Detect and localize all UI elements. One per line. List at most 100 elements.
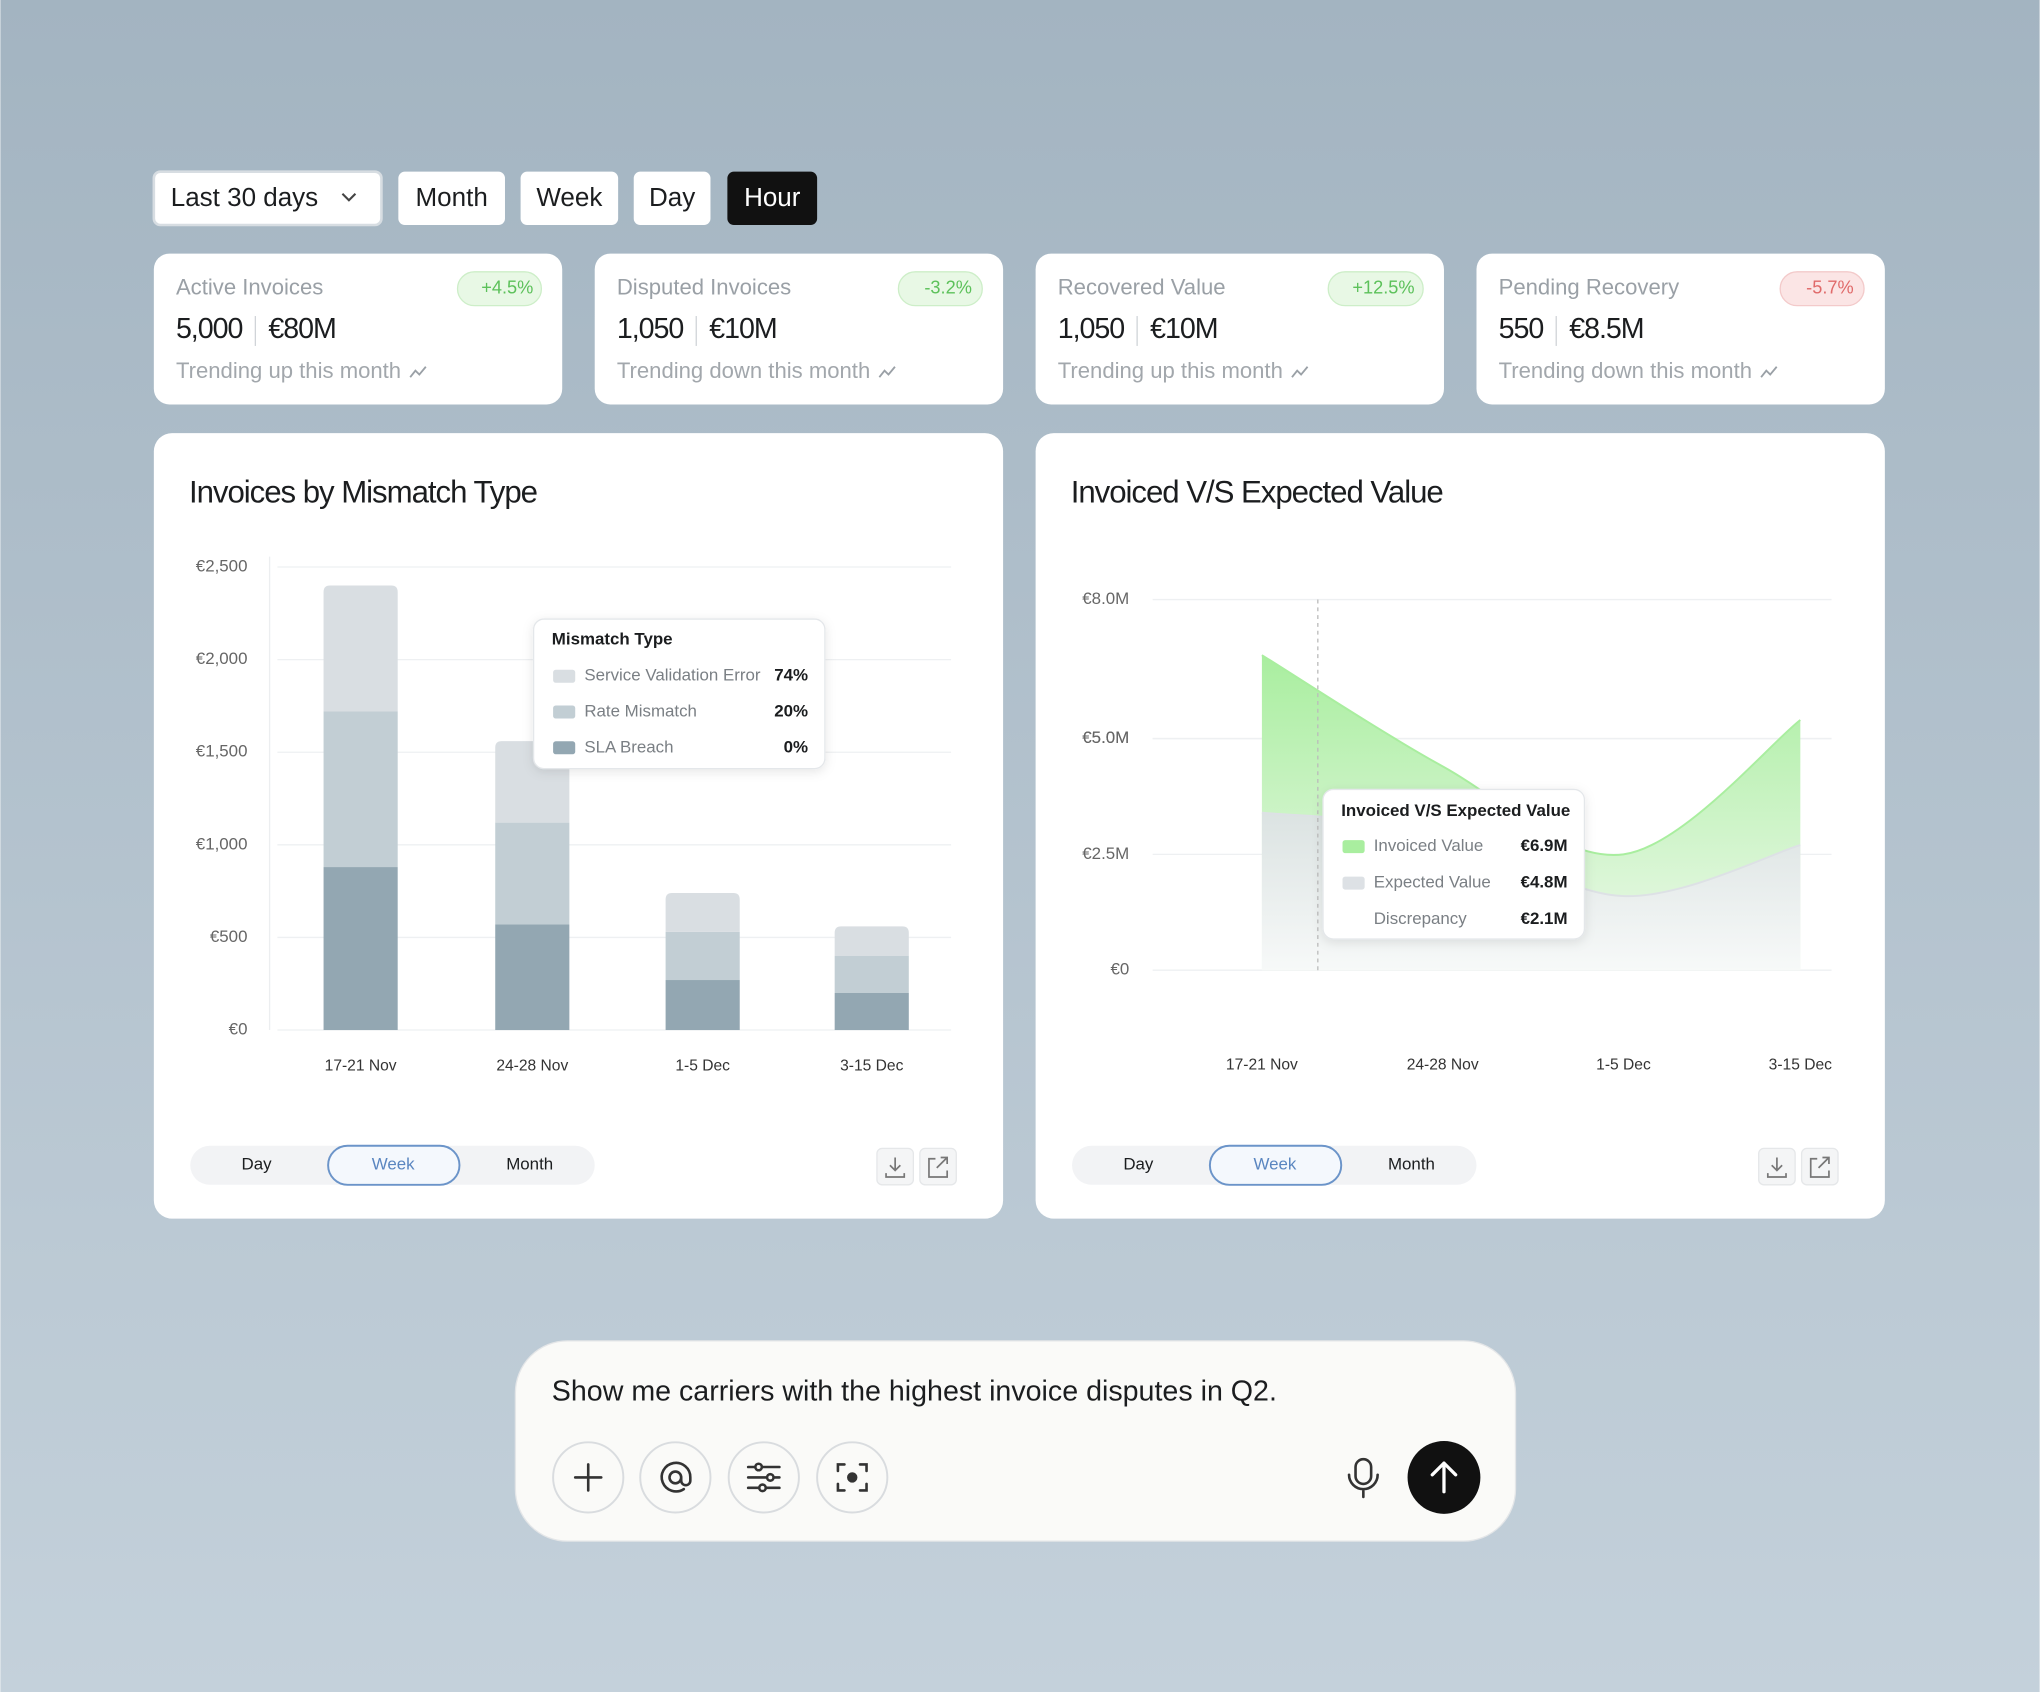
- granularity-button[interactable]: [633, 171, 711, 225]
- mention-button[interactable]: [639, 1441, 712, 1514]
- y-tick-label: €1,000: [196, 834, 248, 853]
- settings-button[interactable]: [727, 1441, 800, 1514]
- period-label[interactable]: Day: [1123, 1155, 1154, 1174]
- download-icon: [885, 1157, 906, 1178]
- tooltip: [1322, 788, 1586, 940]
- kpi-count: 1,050: [617, 313, 684, 345]
- x-tick-label: 24-28 Nov: [1407, 1056, 1479, 1073]
- granularity-button[interactable]: [520, 171, 619, 225]
- tooltip-value: 74%: [774, 666, 808, 685]
- download-icon: [1766, 1157, 1787, 1178]
- y-tick-label: €0: [229, 1019, 248, 1038]
- kpi-badge: [897, 271, 983, 307]
- period-label[interactable]: Week: [372, 1155, 415, 1174]
- bar-segment: [834, 992, 909, 1031]
- open-icon: [928, 1156, 949, 1178]
- legend-swatch: [553, 741, 576, 755]
- range-label: Last 30 days: [171, 182, 318, 212]
- legend-label: Expected Value: [1374, 873, 1491, 892]
- add-button[interactable]: [552, 1441, 625, 1514]
- y-tick-label: €5.0M: [1082, 728, 1129, 747]
- legend-swatch: [1342, 840, 1365, 854]
- y-tick-label: €1,500: [196, 742, 248, 761]
- kpi-change: +4.5%: [481, 278, 533, 298]
- capture-button[interactable]: [816, 1441, 889, 1514]
- x-tick-label: 24-28 Nov: [496, 1058, 568, 1075]
- tooltip-title: Mismatch Type: [552, 629, 673, 648]
- kpi-badge: [1779, 271, 1865, 307]
- kpi-change: -3.2%: [924, 278, 972, 298]
- kpi-title: Pending Recovery: [1499, 275, 1680, 300]
- trend-icon: [409, 366, 427, 378]
- bar-segment: [665, 931, 740, 981]
- bar-segment: [495, 822, 570, 925]
- y-tick-label: €5.0M: [1082, 728, 1129, 747]
- y-tick-label: €8.0M: [1082, 589, 1129, 608]
- y-tick-label: €2,500: [196, 557, 248, 576]
- legend-label: Rate Mismatch: [584, 702, 697, 721]
- legend-swatch: [553, 705, 576, 719]
- chart-title: Invoices by Mismatch Type: [189, 474, 537, 509]
- kpi-amount: €80M: [268, 313, 335, 345]
- period-button[interactable]: [1208, 1144, 1343, 1186]
- chart-title: Invoiced V/S Expected Value: [1071, 474, 1443, 509]
- kpi-title: Active Invoices: [176, 275, 323, 300]
- legend-swatch: [1342, 876, 1365, 890]
- granularity-button[interactable]: [727, 171, 818, 225]
- granularity-button[interactable]: [398, 171, 505, 225]
- period-label[interactable]: Week: [1253, 1155, 1296, 1174]
- kpi-title: Disputed Invoices: [617, 275, 791, 300]
- prompt-text[interactable]: Show me carriers with the highest invoic…: [552, 1375, 1277, 1407]
- tooltip-value: 20%: [774, 702, 808, 721]
- kpi-count: 550: [1499, 313, 1544, 345]
- tooltip-value: €2.1M: [1521, 909, 1568, 928]
- bar-segment: [834, 955, 909, 993]
- bar-segment: [323, 867, 398, 1031]
- open-icon: [1809, 1156, 1830, 1178]
- kpi-change: -5.7%: [1806, 278, 1854, 298]
- bar-segment: [665, 892, 740, 932]
- y-tick-label: €2.5M: [1082, 844, 1129, 863]
- tooltip-value: €4.8M: [1521, 873, 1568, 892]
- x-tick-label: 3-15 Dec: [840, 1058, 903, 1075]
- legend-label: SLA Breach: [584, 737, 673, 756]
- kpi-amount: €10M: [709, 313, 776, 345]
- tooltip-value: €6.9M: [1521, 836, 1568, 855]
- kpi-trend: Trending up this month: [1058, 358, 1283, 383]
- tooltip-title: Invoiced V/S Expected Value: [1341, 801, 1570, 820]
- trend-icon: [878, 366, 896, 378]
- granularity-label: Day: [649, 182, 695, 212]
- x-tick-label: 17-21 Nov: [1226, 1056, 1298, 1073]
- kpi-trend: Trending down this month: [617, 358, 870, 383]
- bar-segment: [665, 980, 740, 1031]
- kpi-count: 1,050: [1058, 313, 1125, 345]
- period-label[interactable]: Month: [1388, 1155, 1435, 1174]
- legend-label: Invoiced Value: [1374, 836, 1484, 855]
- y-tick-label: €0: [1110, 960, 1129, 979]
- prompt-icons: [573, 1457, 1379, 1499]
- y-tick-label: €2,000: [196, 649, 248, 668]
- granularity-label: Hour: [744, 182, 801, 212]
- x-tick-label: 1-5 Dec: [1596, 1056, 1651, 1073]
- kpi-amount: €8.5M: [1569, 313, 1643, 345]
- trend-icon: [1291, 366, 1309, 378]
- kpi-amount: €10M: [1150, 313, 1217, 345]
- period-button[interactable]: [327, 1144, 461, 1186]
- period-label[interactable]: Day: [242, 1155, 273, 1174]
- range-select[interactable]: [152, 170, 383, 227]
- legend-label: Service Validation Error: [584, 666, 761, 685]
- chevron: [341, 193, 357, 202]
- tooltip: [532, 618, 826, 770]
- kpi-badge: [456, 271, 543, 307]
- trend-icon: [1760, 366, 1778, 378]
- x-tick-label: 3-15 Dec: [1769, 1056, 1832, 1073]
- kpi-badge: [1327, 271, 1424, 307]
- kpi-count: 5,000: [176, 313, 243, 345]
- legend-swatch: [553, 669, 576, 683]
- period-label[interactable]: Month: [506, 1155, 553, 1174]
- chart-card: [153, 433, 1004, 1219]
- bar-segment: [834, 926, 909, 956]
- kpi-change: +12.5%: [1352, 278, 1414, 298]
